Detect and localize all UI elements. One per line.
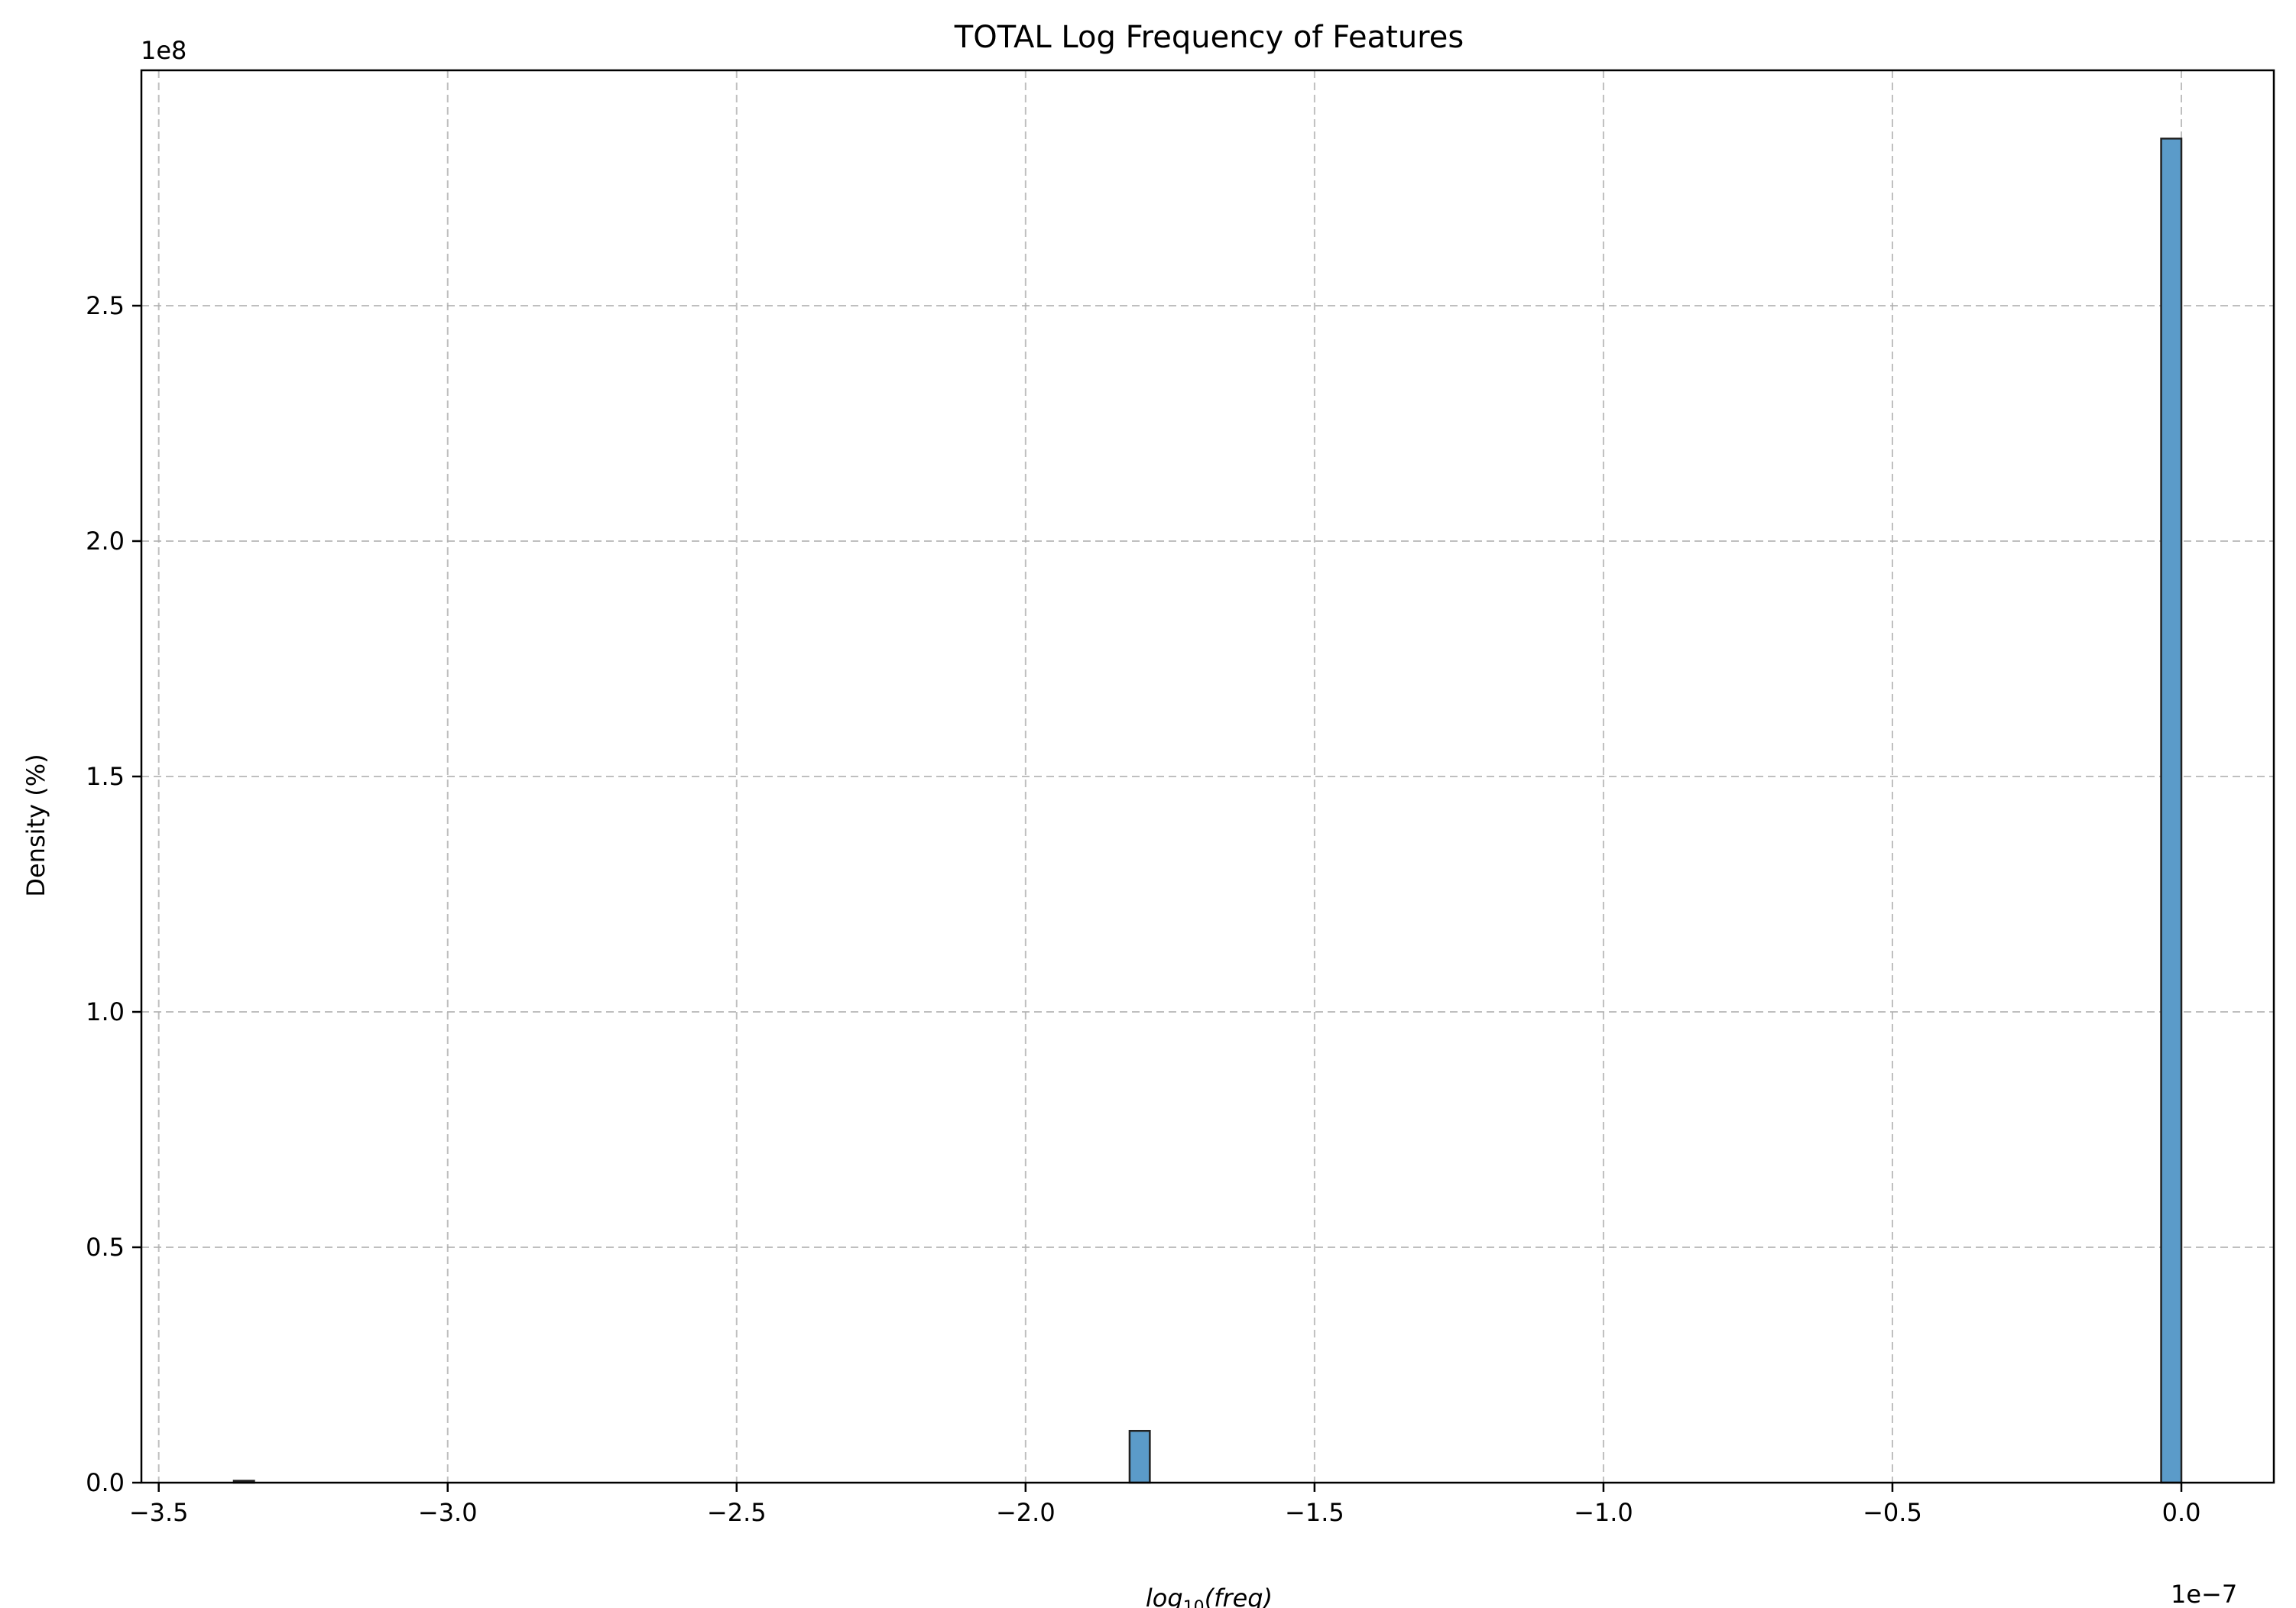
chart-title: TOTAL Log Frequency of Features xyxy=(954,20,1464,55)
x-tick-label: −2.5 xyxy=(707,1498,767,1527)
x-tick-label: −1.5 xyxy=(1285,1498,1344,1527)
x-tick-label: −3.5 xyxy=(129,1498,189,1527)
x-axis-label-arg: (freq) xyxy=(1205,1584,1273,1608)
x-ticks-layer: −3.5 −3.0 −2.5 −2.0 −1.5 −1.0 −0.5 0.0 xyxy=(129,1483,2201,1527)
x-axis-label-base: log xyxy=(1146,1584,1183,1608)
x-tick-label: −3.0 xyxy=(418,1498,478,1527)
y-tick-label: 2.0 xyxy=(86,527,125,556)
y-tick-label: 0.5 xyxy=(86,1233,125,1262)
y-tick-label: 1.5 xyxy=(86,762,125,791)
x-offset-text: 1e−7 xyxy=(2171,1580,2237,1608)
x-tick-label: −2.0 xyxy=(996,1498,1056,1527)
y-tick-label: 2.5 xyxy=(86,291,125,320)
y-axis-label: Density (%) xyxy=(21,754,50,896)
y-tick-label: 1.0 xyxy=(86,997,125,1026)
histogram-bar xyxy=(1128,1429,1151,1484)
histogram-bar xyxy=(2160,138,2183,1484)
x-tick-label: 0.0 xyxy=(2162,1498,2201,1527)
x-tick-label: −1.0 xyxy=(1574,1498,1633,1527)
x-tick-label: −0.5 xyxy=(1863,1498,1922,1527)
y-ticks-layer: 0.0 0.5 1.0 1.5 2.0 2.5 xyxy=(86,291,141,1497)
x-axis-label-sub: 10 xyxy=(1183,1598,1205,1608)
y-tick-label: 0.0 xyxy=(86,1468,125,1497)
y-offset-text: 1e8 xyxy=(141,36,186,65)
x-axis-label: log10(freq) xyxy=(1146,1584,1273,1608)
